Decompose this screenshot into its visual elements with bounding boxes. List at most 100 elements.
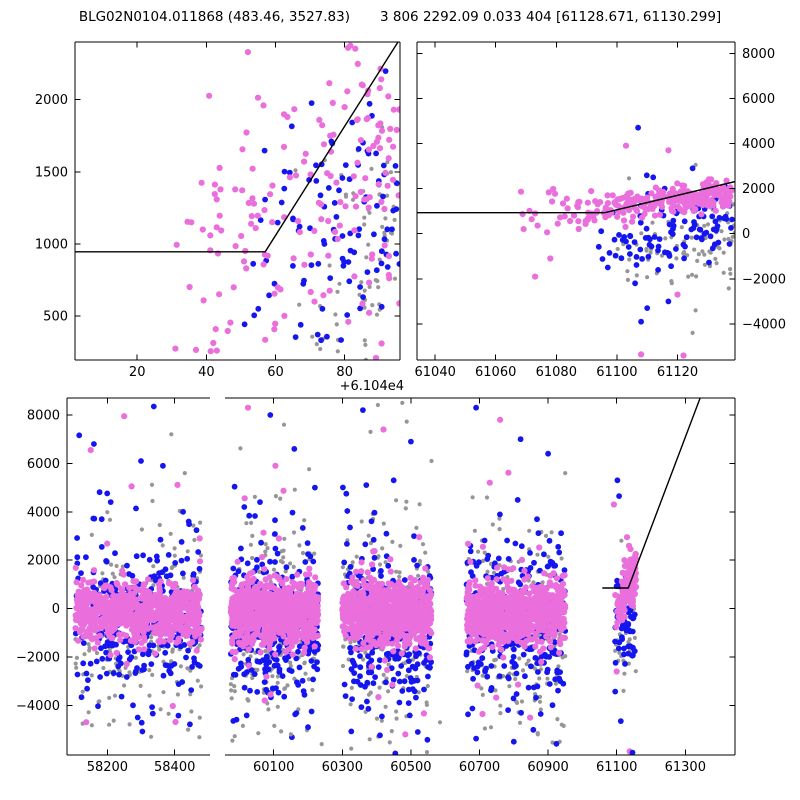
data-point (229, 612, 236, 619)
data-point (237, 631, 244, 638)
data-point (195, 589, 202, 597)
data-point (381, 242, 388, 249)
data-point (333, 214, 340, 220)
data-point (693, 234, 700, 241)
axes-spines (74, 41, 401, 361)
data-point (77, 616, 84, 623)
data-point (301, 261, 308, 268)
data-point (342, 203, 349, 210)
data-point (368, 610, 375, 617)
data-point (158, 707, 163, 712)
data-point (712, 218, 719, 225)
data-point (279, 729, 284, 734)
data-point (124, 562, 130, 569)
data-point (656, 211, 664, 218)
data-point (397, 582, 404, 590)
data-point (238, 660, 244, 667)
data-point (369, 166, 374, 171)
data-point (404, 499, 409, 504)
data-point (365, 146, 372, 153)
data-point (428, 659, 434, 666)
data-point (635, 124, 641, 131)
data-point (498, 703, 503, 708)
data-point (559, 200, 567, 207)
data-point (261, 207, 268, 214)
data-point (708, 201, 715, 208)
data-point (629, 213, 637, 220)
data-point (250, 555, 255, 561)
data-point (139, 527, 144, 532)
data-point (123, 660, 130, 668)
data-point (723, 177, 730, 184)
data-point (178, 557, 185, 564)
data-point (192, 346, 200, 353)
data-point (241, 684, 248, 691)
data-point (197, 715, 202, 720)
data-point (274, 593, 281, 600)
data-point (311, 227, 318, 234)
data-point (149, 710, 156, 717)
data-point (172, 546, 177, 551)
data-point (404, 633, 411, 640)
data-point (340, 663, 346, 669)
data-point (410, 657, 416, 662)
data-point (681, 255, 687, 262)
data-point (417, 579, 424, 586)
data-point (382, 169, 389, 176)
data-point (117, 603, 124, 610)
data-point (293, 168, 298, 173)
data-point (378, 76, 385, 83)
data-point (384, 182, 391, 189)
data-point (348, 702, 353, 707)
data-point (235, 665, 242, 672)
data-point (278, 496, 283, 501)
data-point (243, 265, 250, 272)
data-point (726, 241, 733, 247)
data-point (655, 247, 661, 254)
data-point (690, 272, 695, 277)
data-point (86, 598, 93, 606)
data-point (349, 119, 356, 126)
data-point (271, 625, 278, 632)
data-point (370, 576, 378, 584)
data-point (373, 278, 378, 283)
data-point (289, 651, 296, 658)
data-point (604, 264, 611, 271)
data-point (112, 550, 118, 557)
data-point (619, 237, 626, 243)
data-point (397, 574, 402, 579)
data-point (331, 228, 339, 235)
data-point (351, 273, 358, 280)
data-point (95, 703, 101, 710)
data-point (390, 648, 397, 655)
x-tick-label: 58200 (87, 760, 128, 775)
data-point (727, 184, 734, 191)
data-point (379, 643, 386, 650)
data-point (229, 688, 234, 693)
data-point (316, 116, 323, 123)
data-point (360, 294, 366, 300)
data-point (584, 216, 591, 223)
data-point (88, 623, 95, 630)
data-point (238, 545, 244, 552)
data-point (119, 590, 126, 597)
y-tick-label: 0 (742, 227, 750, 242)
data-point (373, 599, 381, 606)
data-point (173, 602, 180, 609)
data-point (365, 705, 372, 712)
data-point (374, 312, 380, 317)
data-point (266, 574, 273, 581)
data-point (125, 649, 131, 655)
data-point (191, 583, 198, 590)
data-point (238, 232, 245, 240)
x-tick-label: 20 (129, 365, 146, 380)
data-point (555, 717, 560, 722)
data-point (347, 564, 354, 570)
x-tick-label: 80 (336, 365, 353, 380)
data-point (181, 575, 186, 580)
data-point (269, 685, 276, 692)
data-point (598, 228, 605, 235)
data-point (265, 590, 273, 597)
data-point (532, 273, 539, 280)
